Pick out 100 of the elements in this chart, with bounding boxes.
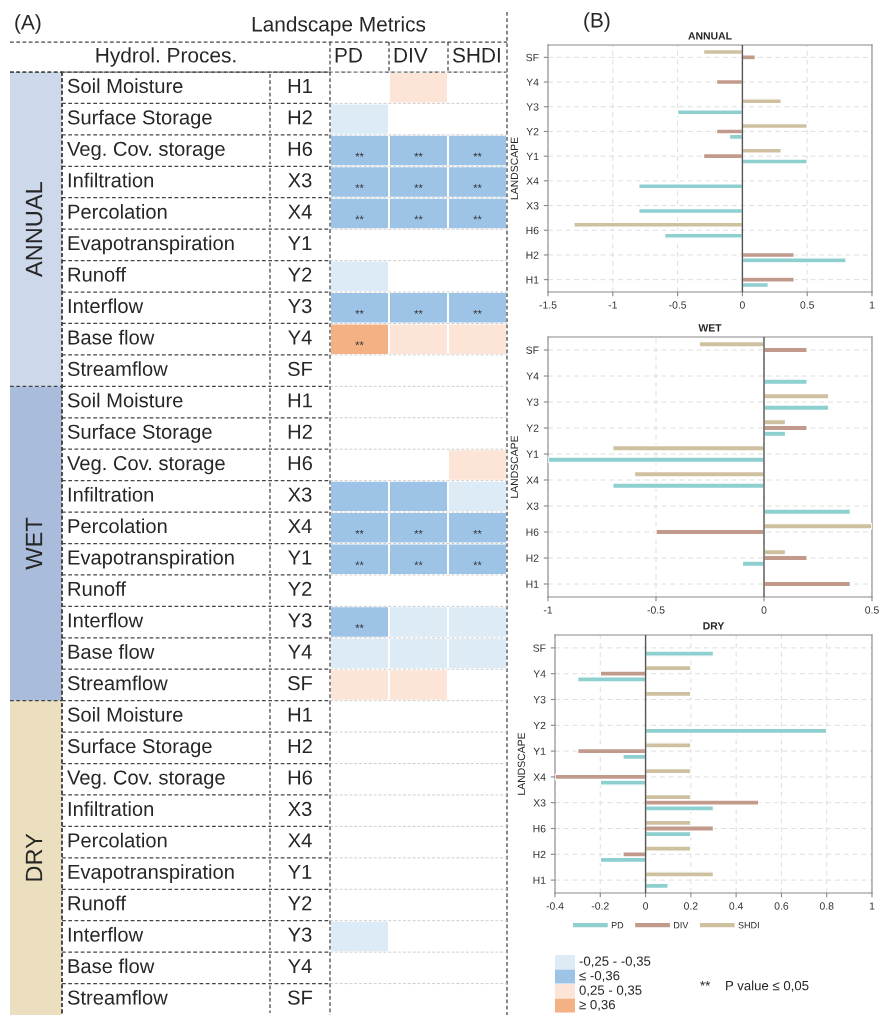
category-label: PD	[335, 48, 362, 63]
category-label: Y3	[288, 927, 312, 942]
y-tick-label: H6	[526, 226, 539, 235]
category-label: SF	[288, 990, 313, 1005]
category-label: X4	[288, 519, 312, 533]
category-label: Y1	[288, 550, 312, 565]
y-tick-label: Y4	[533, 670, 546, 678]
category-label: X3	[288, 173, 312, 188]
y-tick-label: Y1	[526, 450, 539, 458]
category-label: SF	[288, 361, 313, 377]
category-label: Veg. Cov. storage	[67, 456, 225, 475]
y-tick-label: H2	[526, 554, 539, 562]
bar	[763, 378, 808, 386]
category-label: SHDI	[452, 47, 500, 63]
category-label: X3	[288, 487, 312, 502]
category-label: Y4	[288, 959, 312, 974]
legend-label: SHDI	[738, 922, 759, 929]
category-label: DIV	[394, 48, 428, 63]
bar	[644, 871, 715, 878]
text: **	[414, 561, 423, 566]
y-tick-label: X3	[526, 202, 539, 210]
x-tick-label: 0	[643, 902, 649, 910]
x-tick-label: -1	[608, 301, 617, 309]
chart-title: ANNUAL	[688, 32, 732, 40]
bar	[644, 650, 715, 657]
chart-title: WET	[698, 324, 722, 332]
y-tick-label: Y2	[526, 127, 539, 136]
legend-label: ≥ 0,36	[579, 999, 616, 1011]
bar	[741, 98, 782, 105]
text: DRY	[25, 833, 43, 881]
category-label: Infiltration	[68, 486, 153, 502]
bar	[676, 109, 744, 116]
text: (B)	[584, 12, 610, 32]
category-label: Runoff	[68, 581, 127, 597]
y-tick-label: X3	[533, 799, 546, 807]
category-label: Y1	[288, 864, 312, 879]
text: **	[473, 215, 482, 220]
text: **	[414, 152, 423, 157]
y-axis-title: LANDSCAPE	[510, 435, 519, 498]
category-label: Surface Storage	[67, 424, 212, 443]
x-tick-label: 0.5	[800, 301, 814, 309]
bar	[633, 470, 765, 478]
text: **	[355, 215, 364, 220]
text: (A)	[15, 14, 41, 34]
legend-label: 0,25 - 0,35	[579, 985, 642, 997]
x-tick-label: 1	[869, 301, 875, 309]
category-label: Evapotranspiration	[68, 549, 234, 569]
y-tick-label: H6	[526, 528, 539, 536]
y-tick-label: H2	[533, 850, 546, 859]
category-label: Veg. Cov. storage	[67, 141, 225, 160]
category-label: Interflow	[68, 298, 144, 314]
x-tick-label: 0.8	[819, 902, 834, 910]
category-label: Interflow	[68, 927, 144, 942]
category-label: Surface Storage	[67, 738, 212, 758]
y-tick-label: H1	[526, 580, 539, 588]
x-tick-label: -0.5	[669, 301, 687, 309]
y-tick-label: X4	[526, 476, 539, 484]
x-tick-label: -0.2	[591, 902, 609, 910]
text: **	[473, 529, 482, 534]
y-tick-label: Y3	[526, 398, 539, 406]
x-tick-label: 0	[739, 301, 745, 309]
y-tick-label: Y2	[533, 721, 546, 730]
y-tick-label: Y1	[533, 747, 546, 755]
category-label: Evapotranspiration	[68, 235, 234, 255]
category-label: Streamflow	[67, 989, 168, 1005]
y-tick-label: Y1	[526, 152, 539, 160]
y-tick-label: SF	[526, 53, 539, 62]
bar	[698, 340, 765, 348]
bar	[612, 482, 765, 490]
category-label: Runoff	[68, 895, 127, 911]
bar	[548, 456, 765, 464]
category-label: H6	[288, 456, 312, 471]
text: **	[355, 152, 364, 157]
category-label: Y4	[288, 330, 312, 345]
x-tick-label: 0.5	[865, 606, 879, 614]
category-label: Soil Moisture	[67, 707, 183, 722]
category-label: Infiltration	[68, 172, 153, 188]
text: **	[355, 561, 364, 566]
y-tick-label: H1	[526, 276, 539, 284]
category-label: H6	[288, 770, 312, 785]
y-tick-label: SF	[533, 644, 546, 652]
category-label: Y1	[288, 236, 312, 251]
category-label: Y2	[288, 267, 312, 282]
category-label: Streamflow	[67, 675, 168, 691]
y-axis-title: LANDSCAPE	[517, 732, 526, 795]
text: **	[473, 309, 482, 314]
category-label: Base flow	[68, 958, 155, 974]
x-tick-label: 0	[761, 606, 767, 614]
bar	[655, 528, 765, 536]
y-tick-label: X3	[526, 502, 539, 510]
bar	[763, 404, 830, 412]
category-label: H2	[288, 738, 312, 754]
x-tick-label: 0.4	[729, 902, 744, 910]
category-label: Surface Storage	[67, 109, 212, 129]
category-label: H1	[288, 79, 312, 93]
category-label: Runoff	[68, 266, 127, 282]
y-tick-label: Y3	[533, 696, 546, 704]
category-label: Streamflow	[67, 361, 168, 377]
category-label: X4	[288, 204, 312, 219]
text: **	[414, 529, 423, 534]
